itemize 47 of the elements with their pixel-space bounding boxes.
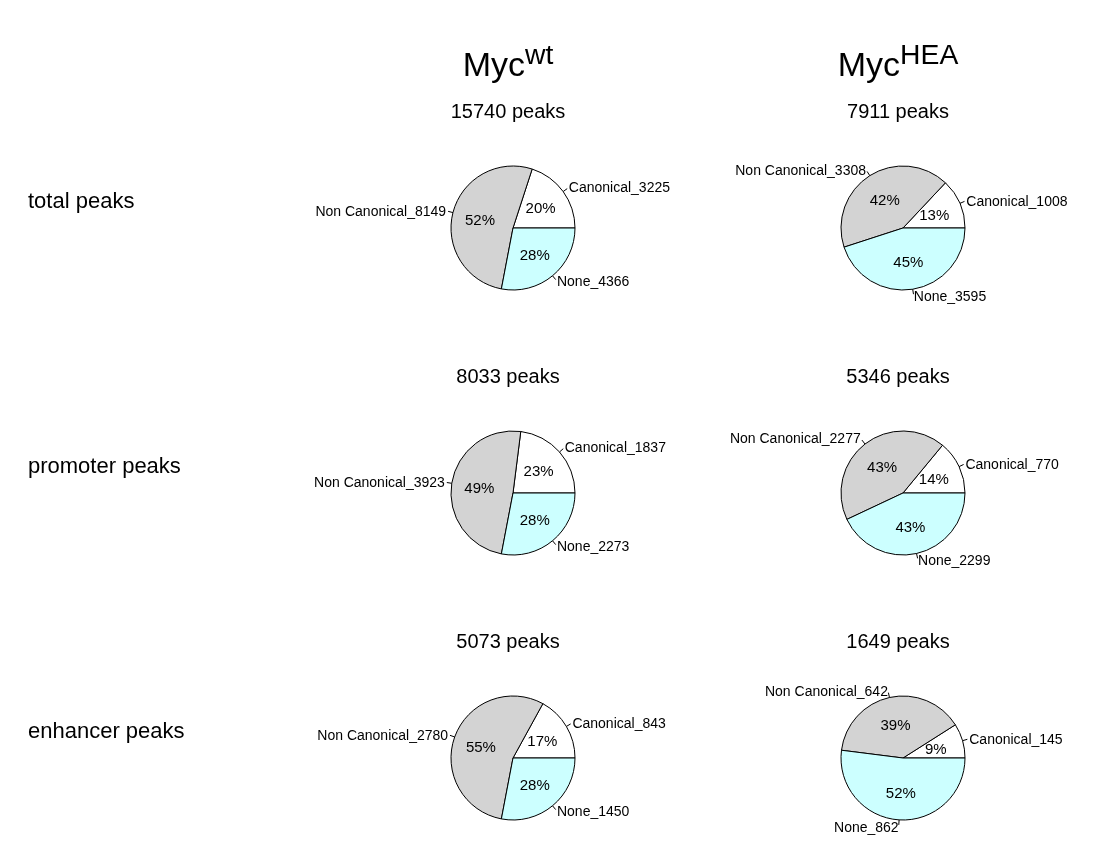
data-label: 9% bbox=[924, 739, 947, 757]
data-label: 45% bbox=[893, 253, 924, 271]
slice-label: Non Canonical_8149 bbox=[315, 202, 447, 219]
chart-title: 15740 peaks bbox=[449, 100, 567, 123]
slice-label: None_2299 bbox=[918, 552, 991, 569]
slice-label: Canonical_3225 bbox=[568, 179, 671, 196]
chart-title: 5073 peaks bbox=[455, 630, 561, 653]
chart-title: 8033 peaks bbox=[455, 365, 561, 388]
slice-label: None_3595 bbox=[913, 288, 987, 305]
chart-subtitle: Myc$^{HEA}$ bbox=[836, 38, 960, 85]
slice-label: Non Canonical_2780 bbox=[317, 726, 449, 743]
data-label: 52% bbox=[464, 211, 495, 229]
data-label: 17% bbox=[527, 732, 558, 750]
slice-label: Canonical_145 bbox=[969, 730, 1063, 747]
slice-label: Canonical_1837 bbox=[564, 439, 667, 456]
data-label: 43% bbox=[867, 457, 898, 475]
chart-title: 5346 peaks bbox=[845, 365, 951, 388]
text: enhancer peaks bbox=[28, 718, 185, 744]
slice-label: None_4366 bbox=[556, 273, 630, 290]
text: total peaks bbox=[28, 188, 135, 214]
slice-label: Non Canonical_642 bbox=[764, 682, 889, 699]
data-label: 39% bbox=[880, 716, 911, 734]
slice-label: None_2273 bbox=[556, 538, 630, 555]
chart-title: 7911 peaks bbox=[846, 100, 950, 123]
data-label: 28% bbox=[519, 510, 550, 528]
slice-label: None_862 bbox=[834, 818, 899, 835]
data-label: 42% bbox=[869, 190, 900, 208]
chart-subtitle: Myc$^{wt}$ bbox=[461, 38, 555, 85]
data-label: 49% bbox=[464, 479, 495, 497]
slice-label: None_1450 bbox=[556, 803, 630, 820]
slice-label: Non Canonical_2277 bbox=[729, 430, 861, 447]
data-label: 23% bbox=[523, 461, 554, 479]
data-label: 55% bbox=[465, 737, 496, 755]
data-label: 43% bbox=[895, 517, 926, 535]
data-label: 28% bbox=[519, 775, 550, 793]
data-label: 28% bbox=[519, 245, 550, 263]
text: promoter peaks bbox=[28, 453, 181, 479]
slice-label: Canonical_1008 bbox=[966, 192, 1068, 209]
slice-label: Canonical_843 bbox=[572, 714, 667, 731]
data-label: 14% bbox=[918, 469, 949, 487]
slice-label: Canonical_770 bbox=[965, 455, 1060, 472]
slice-label: Non Canonical_3923 bbox=[314, 474, 446, 491]
data-label: 20% bbox=[525, 199, 556, 217]
slice-label: Non Canonical_3308 bbox=[735, 161, 867, 178]
data-label: 52% bbox=[885, 783, 916, 801]
chart-title: 1649 peaks bbox=[845, 630, 951, 653]
data-label: 13% bbox=[919, 205, 950, 223]
